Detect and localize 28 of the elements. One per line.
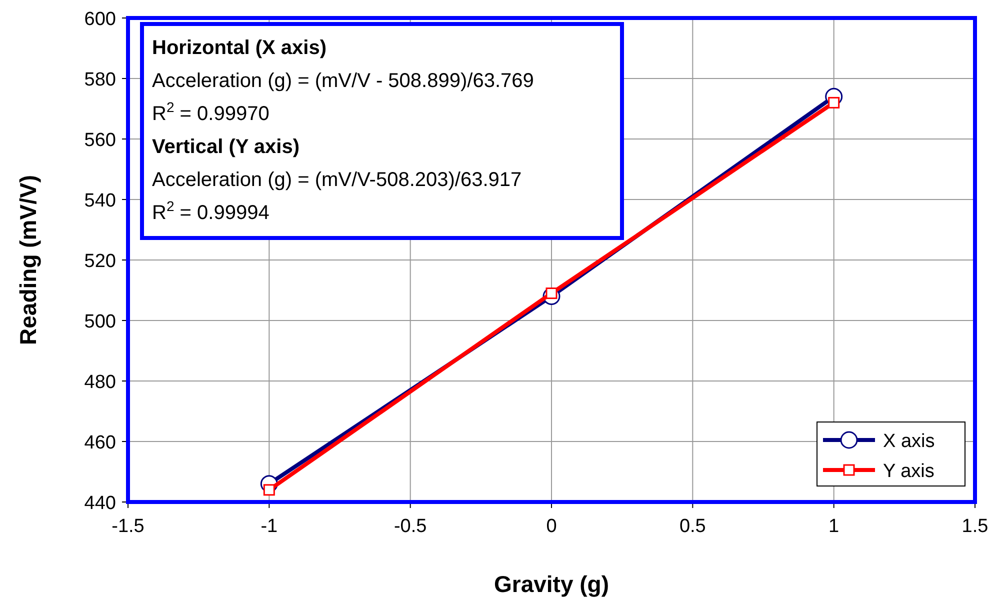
annotation: R$^{2}$ = 0.99970 [152, 99, 270, 125]
x-tick-label: 1.5 [962, 516, 988, 537]
y-tick-label: 500 [84, 312, 116, 332]
point [263, 484, 275, 496]
y-tick-label: 580 [84, 70, 116, 90]
x-tick-label: 0.5 [679, 516, 706, 537]
annotation: Vertical (Y axis) [152, 136, 300, 158]
point [828, 96, 840, 108]
annotation: Acceleration (g) = (mV/V - 508.899)/63.769 [152, 70, 534, 92]
x-tick-label: -0.5 [394, 516, 427, 537]
x-tick-label: -1 [260, 516, 278, 537]
x-tick-label: -1.5 [112, 516, 144, 537]
y-tick-label: 460 [84, 432, 116, 454]
y-tick-label: 560 [84, 130, 116, 151]
y-tick-label: 440 [84, 493, 116, 514]
y-tick-label: 600 [84, 9, 116, 30]
y-tick-label: 540 [84, 190, 116, 212]
y-tick-label: 480 [84, 372, 116, 393]
annotation: Horizontal (X axis) [152, 37, 326, 59]
y-tick-label: 520 [84, 251, 116, 272]
x-axis-title: Gravity (g) [494, 571, 610, 597]
annotation: R$^{2}$ = 0.99994 [152, 198, 270, 224]
x-tick-label: 0 [546, 516, 557, 537]
annotation: Acceleration (g) = (mV/V-508.203)/63.917 [152, 169, 522, 191]
legend-label: X axis [883, 431, 935, 452]
legend-label: Y axis [883, 461, 934, 482]
x-tick-label: 1 [828, 516, 840, 537]
y-axis-title: Reading (mV/V) [15, 175, 41, 345]
